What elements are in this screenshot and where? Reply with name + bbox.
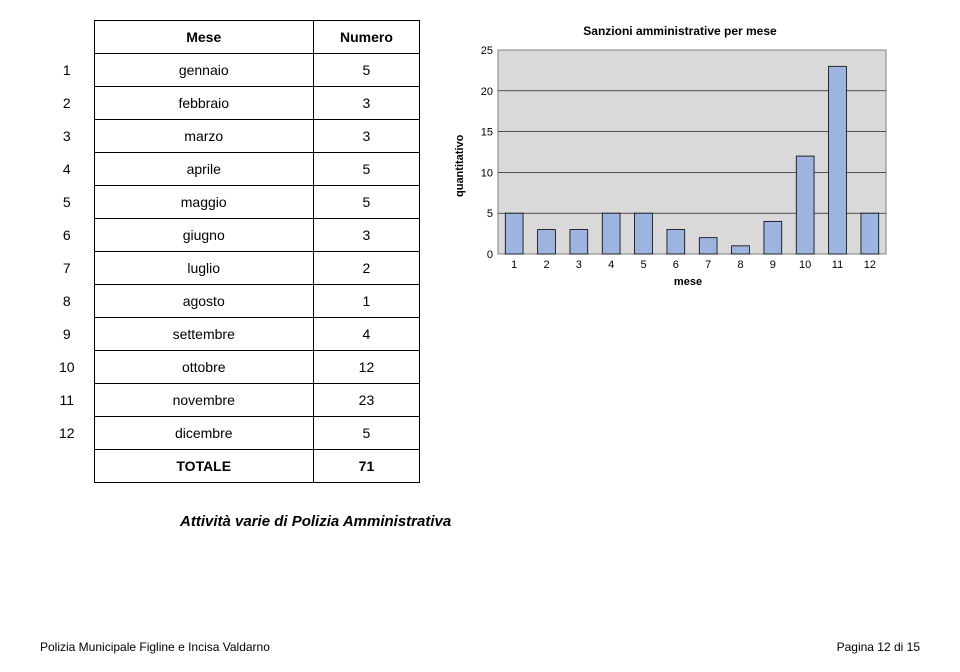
- footer-right: Pagina 12 di 15: [837, 640, 920, 654]
- row-mese: gennaio: [94, 54, 313, 87]
- table-row: 5maggio5: [40, 186, 420, 219]
- svg-text:1: 1: [511, 259, 517, 271]
- svg-text:11: 11: [832, 259, 843, 271]
- table-row: 8agosto1: [40, 285, 420, 318]
- svg-text:15: 15: [481, 127, 493, 139]
- svg-text:0: 0: [487, 249, 493, 261]
- chart-xlabel: mese: [466, 276, 910, 288]
- row-numero: 1: [313, 285, 419, 318]
- svg-text:4: 4: [608, 259, 614, 271]
- subtitle: Attività varie di Polizia Amministrativa: [180, 513, 920, 530]
- table-total-row: TOTALE71: [40, 450, 420, 483]
- svg-text:25: 25: [481, 45, 493, 57]
- row-numero: 5: [313, 54, 419, 87]
- row-index: 2: [40, 87, 94, 120]
- footer-left: Polizia Municipale Figline e Incisa Vald…: [40, 640, 270, 654]
- svg-text:7: 7: [705, 259, 711, 271]
- row-index: 4: [40, 153, 94, 186]
- row-index: 8: [40, 285, 94, 318]
- chart-svg: 0510152025123456789101112: [466, 44, 896, 274]
- row-mese: aprile: [94, 153, 313, 186]
- row-index: 6: [40, 219, 94, 252]
- data-table: Mese Numero 1gennaio52febbraio33marzo34a…: [40, 20, 420, 483]
- row-mese: giugno: [94, 219, 313, 252]
- table-row: 6giugno3: [40, 219, 420, 252]
- svg-text:2: 2: [543, 259, 549, 271]
- table-row: 9settembre4: [40, 318, 420, 351]
- svg-text:5: 5: [487, 208, 493, 220]
- svg-text:20: 20: [481, 86, 493, 98]
- row-index: 11: [40, 384, 94, 417]
- bar-chart: Sanzioni amministrative per mese quantit…: [450, 24, 910, 288]
- row-numero: 3: [313, 219, 419, 252]
- row-index: 9: [40, 318, 94, 351]
- svg-text:12: 12: [864, 259, 876, 271]
- row-index: 10: [40, 351, 94, 384]
- row-numero: 5: [313, 153, 419, 186]
- row-mese: novembre: [94, 384, 313, 417]
- row-numero: 5: [313, 417, 419, 450]
- row-numero: 3: [313, 120, 419, 153]
- table-row: 10ottobre12: [40, 351, 420, 384]
- svg-text:10: 10: [481, 167, 493, 179]
- row-numero: 23: [313, 384, 419, 417]
- row-mese: settembre: [94, 318, 313, 351]
- table-row: 12dicembre5: [40, 417, 420, 450]
- row-numero: 4: [313, 318, 419, 351]
- row-index: 5: [40, 186, 94, 219]
- table-row: 4aprile5: [40, 153, 420, 186]
- row-numero: 12: [313, 351, 419, 384]
- table-header-numero: Numero: [313, 21, 419, 54]
- row-mese: luglio: [94, 252, 313, 285]
- svg-text:6: 6: [673, 259, 679, 271]
- row-mese: maggio: [94, 186, 313, 219]
- svg-text:5: 5: [640, 259, 646, 271]
- svg-text:8: 8: [737, 259, 743, 271]
- chart-title: Sanzioni amministrative per mese: [450, 24, 910, 38]
- table-header-mese: Mese: [94, 21, 313, 54]
- total-label: TOTALE: [94, 450, 313, 483]
- row-mese: dicembre: [94, 417, 313, 450]
- table-row: 3marzo3: [40, 120, 420, 153]
- row-index: 12: [40, 417, 94, 450]
- svg-text:3: 3: [576, 259, 582, 271]
- svg-text:10: 10: [799, 259, 811, 271]
- row-mese: febbraio: [94, 87, 313, 120]
- table-row: 1gennaio5: [40, 54, 420, 87]
- table-row: 2febbraio3: [40, 87, 420, 120]
- row-numero: 3: [313, 87, 419, 120]
- table-row: 7luglio2: [40, 252, 420, 285]
- row-mese: ottobre: [94, 351, 313, 384]
- row-numero: 5: [313, 186, 419, 219]
- row-index: 7: [40, 252, 94, 285]
- row-index: 3: [40, 120, 94, 153]
- row-numero: 2: [313, 252, 419, 285]
- svg-text:9: 9: [770, 259, 776, 271]
- row-mese: agosto: [94, 285, 313, 318]
- table-row: 11novembre23: [40, 384, 420, 417]
- chart-ylabel: quantitativo: [450, 44, 466, 288]
- row-index: 1: [40, 54, 94, 87]
- total-value: 71: [313, 450, 419, 483]
- row-mese: marzo: [94, 120, 313, 153]
